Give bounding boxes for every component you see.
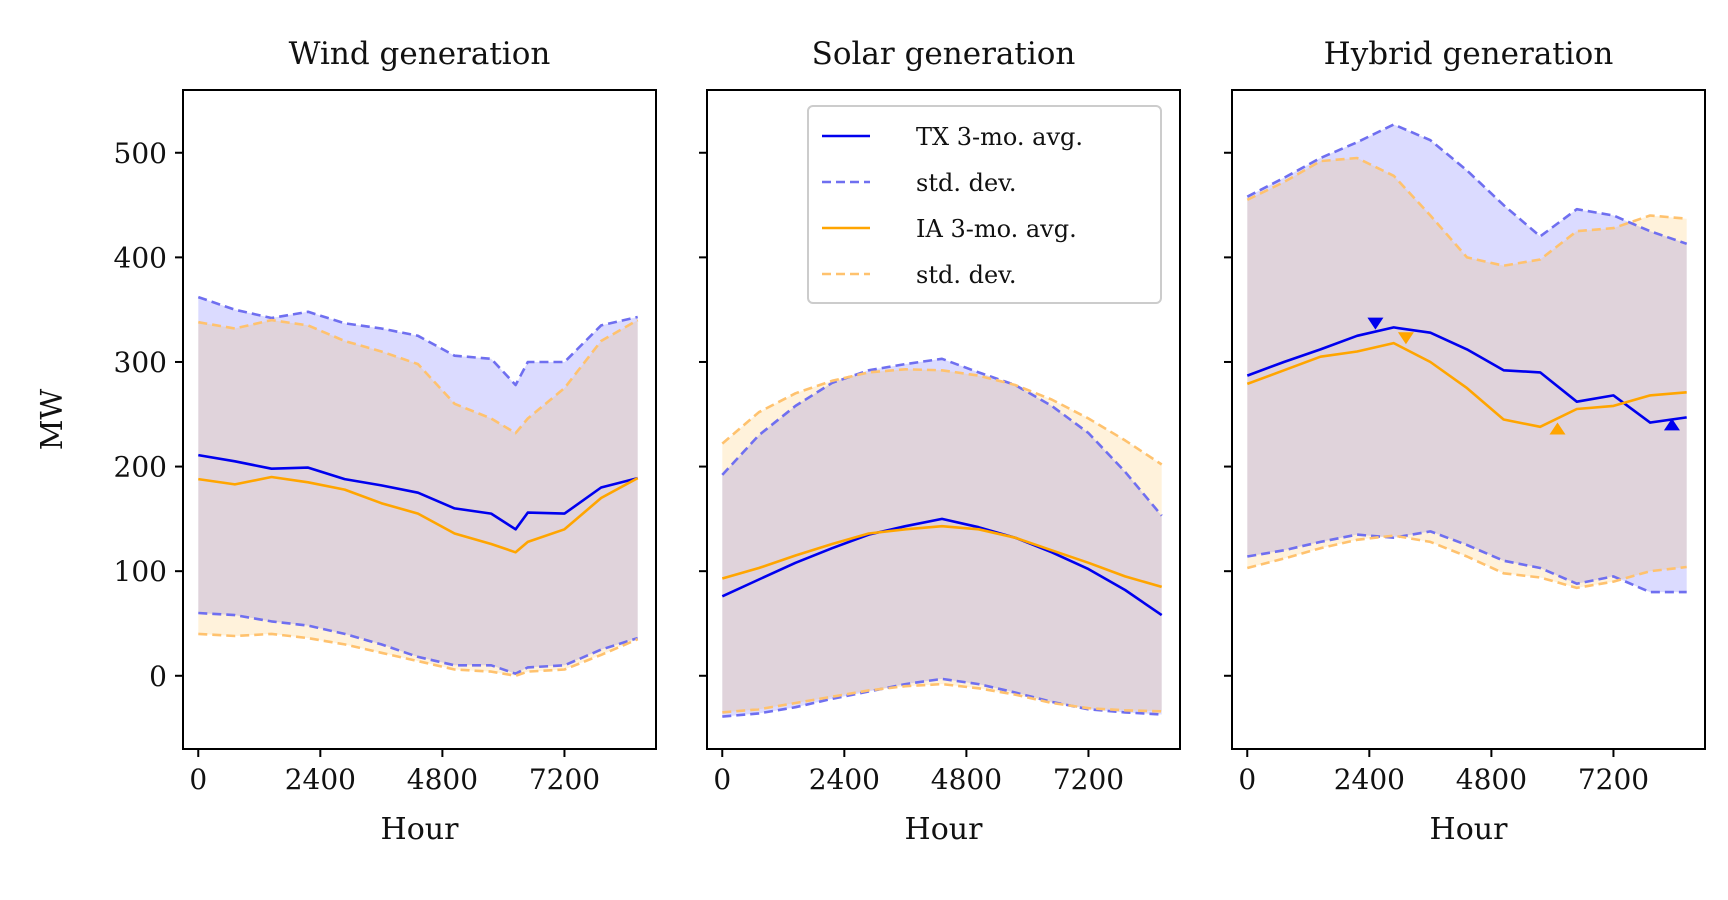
legend-label: TX 3-mo. avg. <box>916 123 1083 151</box>
x-tick-label: 0 <box>1238 763 1256 796</box>
ia-std-upper-line <box>721 367 1163 466</box>
marker-triangle-down-0 <box>1367 317 1384 330</box>
panel-2: 0 2400 4800 7200 Solar generation Hour <box>699 36 1181 847</box>
x-tick-label: 4800 <box>1456 763 1527 796</box>
panel-3: 0 2400 4800 7200 Hybrid generation Hour <box>1224 36 1706 847</box>
x-tick-label: 2400 <box>1334 763 1405 796</box>
y-tick-label: 100 <box>114 555 167 588</box>
ia-avg-line <box>1246 341 1687 429</box>
y-tick-label: 500 <box>114 137 167 170</box>
x-axis-label: Hour <box>381 812 460 847</box>
tx-std-upper-line <box>197 295 638 387</box>
x-tick-label: 7200 <box>1053 763 1124 796</box>
ia-avg-line <box>721 524 1163 589</box>
y-tick-label: 0 <box>149 660 167 693</box>
ia-avg-line <box>198 475 639 554</box>
legend: TX 3-mo. avg. std. dev. IA 3-mo. avg. std. … <box>807 105 1162 304</box>
ia-std-lower-line <box>1246 534 1687 590</box>
y-tick-label: 300 <box>114 346 167 379</box>
axes-frame <box>1231 89 1706 750</box>
x-tick-label: 2400 <box>285 763 356 796</box>
x-tick-label: 4800 <box>931 763 1002 796</box>
y-axis-label: MW <box>35 389 70 451</box>
marker-triangle-down-2 <box>1397 332 1414 345</box>
ia-std-band <box>198 320 638 676</box>
tx-std-band <box>722 358 1162 717</box>
y-tick-label: 400 <box>114 241 167 274</box>
marker-triangle-up-3 <box>1549 422 1566 435</box>
marker-triangle-up-1 <box>1663 418 1680 431</box>
tx-std-band <box>198 297 638 674</box>
axes-frame <box>182 89 657 750</box>
panel-title: Solar generation <box>812 36 1076 72</box>
ia-std-lower-line <box>722 682 1162 714</box>
tx-std-band <box>1247 124 1687 593</box>
legend-label: std. dev. <box>916 169 1017 197</box>
tx-std-lower-line <box>1247 530 1687 594</box>
x-tick-label: 7200 <box>529 763 600 796</box>
tx-avg-line <box>721 517 1163 617</box>
ia-std-band <box>722 369 1162 713</box>
panel-title: Hybrid generation <box>1324 36 1614 72</box>
x-tick-label: 2400 <box>809 763 880 796</box>
x-axis-label: Hour <box>1430 812 1509 847</box>
axes-frame <box>706 89 1181 750</box>
tx-std-upper-line <box>721 357 1163 517</box>
ia-std-upper-line <box>1246 156 1687 268</box>
y-tick-label: 200 <box>114 451 167 484</box>
panel-title: Wind generation <box>289 36 551 72</box>
panel-1: 0 2400 4800 7200 0 100 200 300 400 500 Wind genera… <box>35 36 657 847</box>
legend-box <box>807 105 1162 304</box>
tx-avg-line <box>1246 326 1687 424</box>
tx-avg-line <box>198 453 639 531</box>
x-axis-label: Hour <box>905 812 984 847</box>
x-tick-label: 0 <box>189 763 207 796</box>
ia-std-band <box>1247 158 1687 588</box>
x-tick-label: 0 <box>713 763 731 796</box>
x-tick-label: 7200 <box>1578 763 1649 796</box>
legend-label: std. dev. <box>916 261 1017 289</box>
ia-std-upper-line <box>198 318 639 435</box>
x-tick-label: 4800 <box>407 763 478 796</box>
tx-std-lower-line <box>198 611 639 676</box>
ia-std-lower-line <box>198 632 639 678</box>
legend-label: IA 3-mo. avg. <box>916 215 1077 243</box>
